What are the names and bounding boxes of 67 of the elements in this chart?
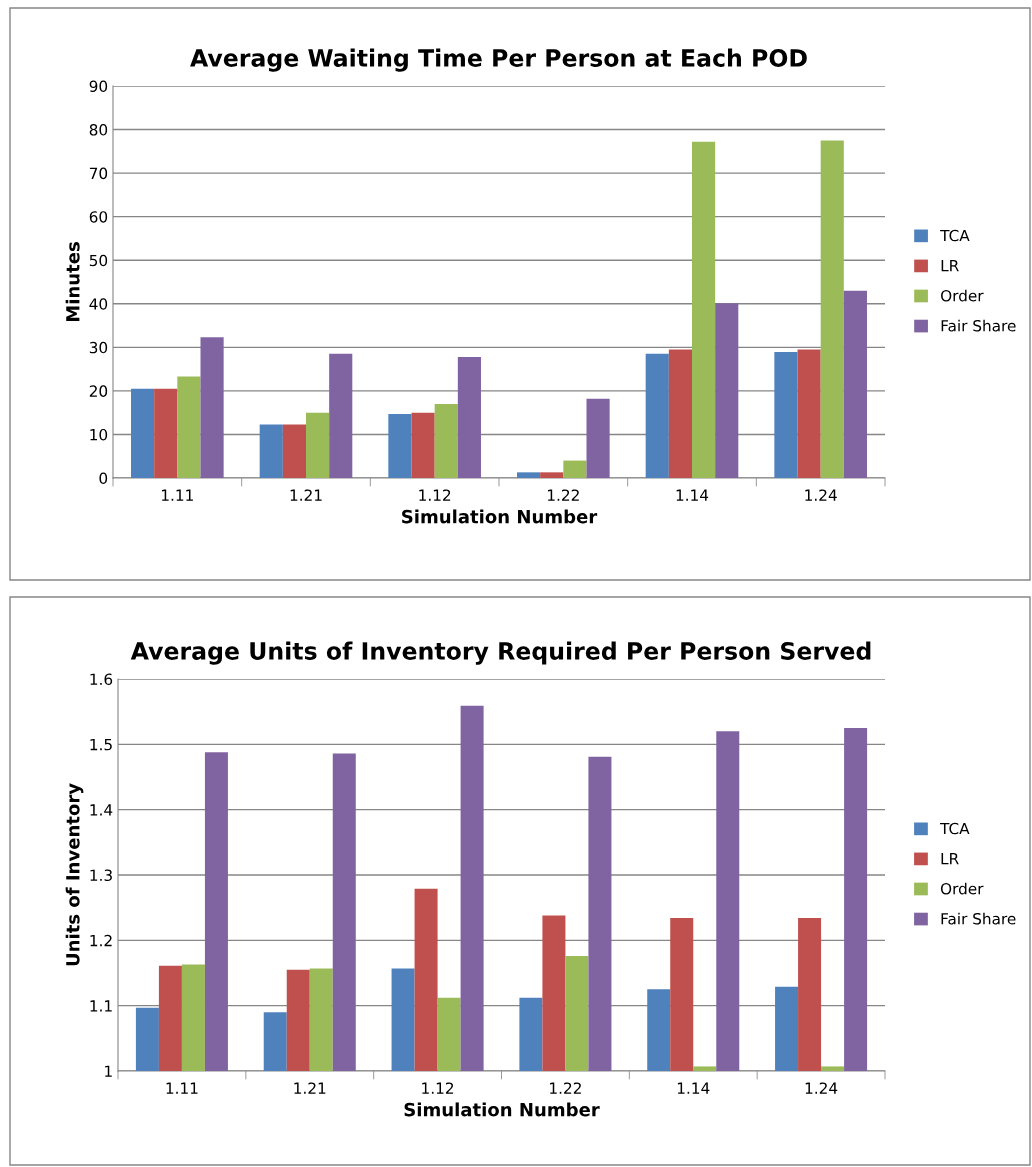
legend-label: LR (941, 260, 959, 272)
y-axis-title: Units of Inventory (65, 783, 84, 966)
x-tick-label: 1.11 (162, 489, 193, 501)
chart-title: Average Waiting Time Per Person at Each POD (190, 48, 807, 72)
x-tick-label: 1.22 (550, 1082, 581, 1094)
x-axis-title: Simulation Number (404, 1102, 600, 1117)
x-tick-label: 1.12 (419, 489, 451, 501)
y-tick-label: 30 (89, 341, 108, 354)
legend-label: LR (941, 853, 959, 865)
legend-label: TCA (940, 822, 970, 835)
bar (259, 424, 283, 478)
y-tick-label: 70 (89, 167, 108, 180)
bar (282, 424, 306, 478)
x-tick-label: 1.21 (290, 489, 322, 501)
bar (843, 290, 867, 478)
y-tick-label: 1.5 (90, 739, 112, 751)
bar (306, 412, 330, 478)
y-tick-label: 40 (89, 298, 108, 310)
y-tick-label: 90 (89, 80, 108, 93)
legend-label: Fair Share (941, 912, 1016, 925)
x-tick-label: 1.21 (294, 1082, 326, 1094)
legend-label: Order (940, 882, 984, 895)
bar (434, 403, 458, 478)
bar (517, 472, 541, 478)
y-tick-label: 20 (89, 385, 108, 397)
x-tick-label: 1.12 (422, 1082, 454, 1094)
bar (540, 472, 564, 478)
y-tick-label: 1.6 (90, 673, 113, 686)
y-tick-label: 50 (89, 254, 108, 267)
bar (563, 460, 587, 478)
bar (820, 140, 844, 478)
legend-label: Order (941, 289, 984, 302)
bar (457, 356, 481, 478)
bar (586, 398, 610, 478)
bar (131, 388, 155, 478)
x-tick-label: 1.24 (805, 489, 837, 501)
y-tick-label: 10 (90, 428, 108, 441)
y-tick-label: 80 (89, 124, 108, 136)
x-axis-title: Simulation Number (402, 509, 598, 524)
y-tick-label: 1.4 (90, 804, 113, 816)
y-axis-title: Minutes (65, 242, 80, 322)
y-tick-label: 1.2 (90, 934, 112, 947)
bar (200, 337, 224, 478)
y-tick-label: 1.1 (90, 1000, 112, 1012)
x-tick-label: 1.11 (166, 1082, 198, 1094)
y-tick-label: 1 (105, 1065, 112, 1077)
x-tick-label: 1.14 (677, 1082, 710, 1094)
bar (411, 412, 435, 478)
bar (797, 349, 821, 478)
bar (715, 303, 739, 478)
x-tick-label: 1.24 (805, 1082, 838, 1094)
x-tick-label: 1.14 (676, 489, 709, 501)
legend-label: Fair Share (941, 319, 1016, 332)
bar (692, 141, 716, 478)
x-tick-label: 1.22 (548, 489, 579, 501)
legend-label: TCA (940, 229, 970, 242)
bar (329, 353, 353, 478)
y-tick-label: 0 (99, 472, 108, 485)
bar (774, 352, 798, 478)
chart-title: Average Units of Inventory Required Per Person Served (130, 641, 871, 665)
y-tick-label: 60 (89, 211, 108, 223)
bar (154, 388, 178, 478)
bar (388, 413, 412, 478)
bar (668, 349, 692, 478)
bar (645, 353, 669, 478)
y-tick-label: 1.3 (90, 869, 112, 882)
bar (177, 376, 201, 478)
